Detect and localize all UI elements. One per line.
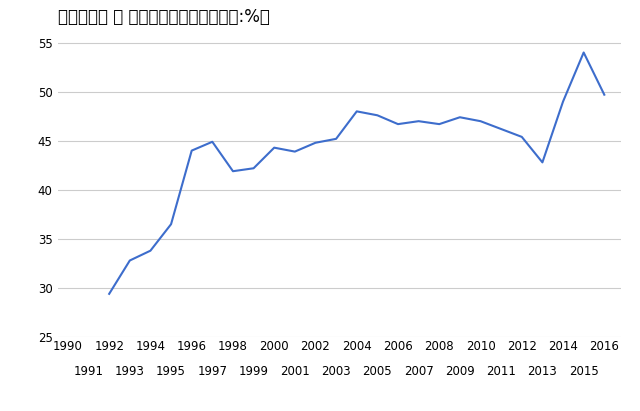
Text: ウクライナ ー 原子力発電比率　［単位:%］: ウクライナ ー 原子力発電比率 ［単位:%］ [58,8,269,26]
